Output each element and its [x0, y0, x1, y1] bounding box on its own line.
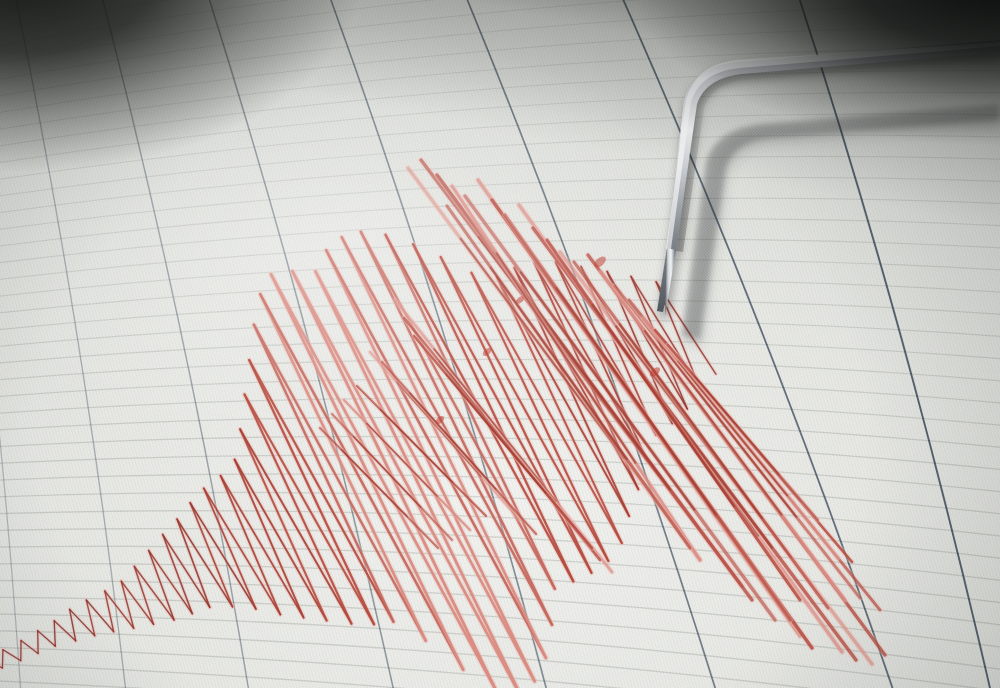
seismograph-photo: Seismograph chart recording Seismograph … [0, 0, 1000, 688]
corner-shadow-vignette [0, 0, 1000, 688]
